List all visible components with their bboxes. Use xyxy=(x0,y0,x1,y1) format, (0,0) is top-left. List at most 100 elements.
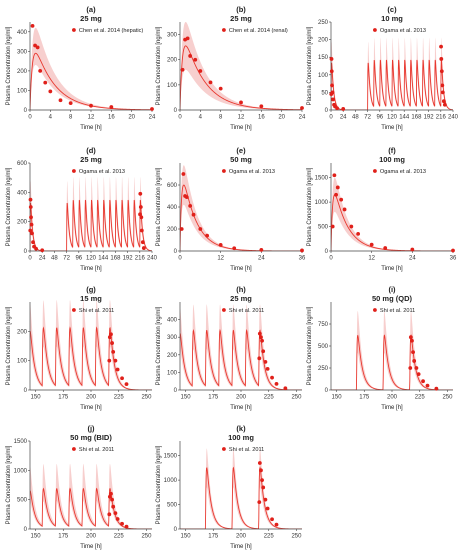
observed-point xyxy=(257,356,262,361)
x-tick-label: 8 xyxy=(69,115,73,121)
y-axis-label: Plasma Concentration [ng/ml] xyxy=(6,167,12,246)
observed-point xyxy=(383,246,388,250)
x-tick-label: 240 xyxy=(147,256,158,262)
legend-label: Shi et al. 2011 xyxy=(79,447,114,453)
x-tick-label: 120 xyxy=(86,256,97,262)
y-tick-label: 200 xyxy=(318,38,329,44)
y-tick-label: 300 xyxy=(167,33,178,39)
panel-letter: (a) xyxy=(86,5,96,14)
observed-point xyxy=(440,90,445,95)
observed-point xyxy=(115,367,120,372)
y-axis-label: Plasma Concentration [ng/ml] xyxy=(156,26,162,105)
observed-point xyxy=(181,172,186,176)
x-tick-label: 200 xyxy=(86,534,97,540)
observed-point xyxy=(179,227,184,231)
y-tick-label: 0 xyxy=(24,388,28,394)
y-tick-label: 400 xyxy=(17,30,28,36)
y-tick-label: 0 xyxy=(174,108,178,114)
x-tick-label: 240 xyxy=(448,115,459,121)
model-variability-band xyxy=(180,448,302,529)
observed-point xyxy=(300,248,304,253)
x-tick-label: 72 xyxy=(63,256,70,262)
observed-point xyxy=(441,99,446,104)
x-tick-label: 72 xyxy=(364,115,371,121)
x-tick-label: 175 xyxy=(208,395,219,401)
observed-point xyxy=(261,349,266,354)
panel-letter: (c) xyxy=(387,5,397,14)
x-tick-label: 96 xyxy=(75,256,82,262)
panel-letter: (i) xyxy=(388,285,396,294)
observed-point xyxy=(439,57,444,61)
model-variability-band xyxy=(180,165,302,251)
observed-point xyxy=(107,494,112,499)
y-tick-label: 200 xyxy=(17,69,28,75)
observed-point xyxy=(259,335,263,340)
x-tick-label: 4 xyxy=(49,115,53,121)
x-tick-label: 192 xyxy=(424,115,435,121)
observed-point xyxy=(335,185,340,190)
y-tick-label: 1000 xyxy=(315,200,329,206)
observed-point xyxy=(31,240,35,245)
x-tick-label: 200 xyxy=(236,534,247,540)
x-tick-label: 12 xyxy=(368,256,375,262)
panel-title: 100 mg xyxy=(228,433,254,442)
panel-k: (k)100 mg 0 500 1000 1500 150 175 200 225 250 Plas… xyxy=(156,424,302,550)
observed-point xyxy=(107,335,112,340)
x-tick-label: 250 xyxy=(291,534,302,540)
observed-point xyxy=(263,497,268,502)
observed-point xyxy=(193,57,198,62)
panel-h: (h)25 mg 0 100 200 300 400 150 175 200 225 250 Plas… xyxy=(156,285,302,411)
panel-letter: (k) xyxy=(236,424,246,433)
panel-title: 15 mg xyxy=(80,294,102,303)
legend-label: Chen et al. 2014 (hepatic) xyxy=(79,28,144,34)
observed-point xyxy=(349,224,354,229)
x-tick-label: 250 xyxy=(442,395,453,401)
y-tick-label: 100 xyxy=(167,83,178,89)
x-axis-label: Time [h] xyxy=(80,544,102,550)
x-tick-label: 175 xyxy=(359,395,370,401)
legend-label: Chen et al. 2014 (renal) xyxy=(229,28,288,34)
observed-point xyxy=(188,204,193,208)
model-median-line xyxy=(180,45,302,110)
observed-point xyxy=(329,69,334,74)
observed-point xyxy=(425,383,430,388)
observed-point xyxy=(329,57,334,61)
observed-point xyxy=(408,366,413,370)
x-tick-label: 24 xyxy=(340,115,347,121)
x-tick-label: 168 xyxy=(411,115,422,121)
observed-point xyxy=(107,358,112,363)
y-tick-label: 1500 xyxy=(164,454,178,460)
x-tick-label: 12 xyxy=(238,115,245,121)
legend-marker xyxy=(373,169,377,173)
y-axis-label: Plasma Concentration [ng/ml] xyxy=(307,306,313,385)
observed-point xyxy=(218,243,223,247)
y-axis-label: Plasma Concentration [ng/ml] xyxy=(6,26,12,105)
x-tick-label: 192 xyxy=(123,256,134,262)
y-tick-label: 1500 xyxy=(14,439,28,445)
panel-title: 100 mg xyxy=(379,155,405,164)
model-median-line xyxy=(30,326,152,390)
y-tick-label: 150 xyxy=(318,55,329,61)
observed-point xyxy=(34,246,38,251)
y-tick-label: 0 xyxy=(24,249,28,255)
observed-point xyxy=(198,227,203,231)
x-tick-label: 150 xyxy=(31,534,42,540)
observed-point xyxy=(274,522,279,527)
observed-point xyxy=(260,338,264,343)
x-tick-label: 175 xyxy=(58,395,69,401)
legend-marker xyxy=(72,28,76,32)
panel-letter: (h) xyxy=(236,285,246,294)
x-axis-label: Time [h] xyxy=(381,405,403,411)
y-tick-label: 500 xyxy=(318,344,329,350)
y-tick-label: 100 xyxy=(17,359,28,365)
panel-letter: (e) xyxy=(236,146,246,155)
x-tick-label: 216 xyxy=(436,115,447,121)
observed-point xyxy=(113,511,118,516)
observed-point xyxy=(30,231,34,236)
panel-title: 50 mg (BID) xyxy=(70,433,112,442)
observed-point xyxy=(300,106,304,110)
x-tick-label: 0 xyxy=(178,256,182,262)
observed-point xyxy=(38,68,43,73)
